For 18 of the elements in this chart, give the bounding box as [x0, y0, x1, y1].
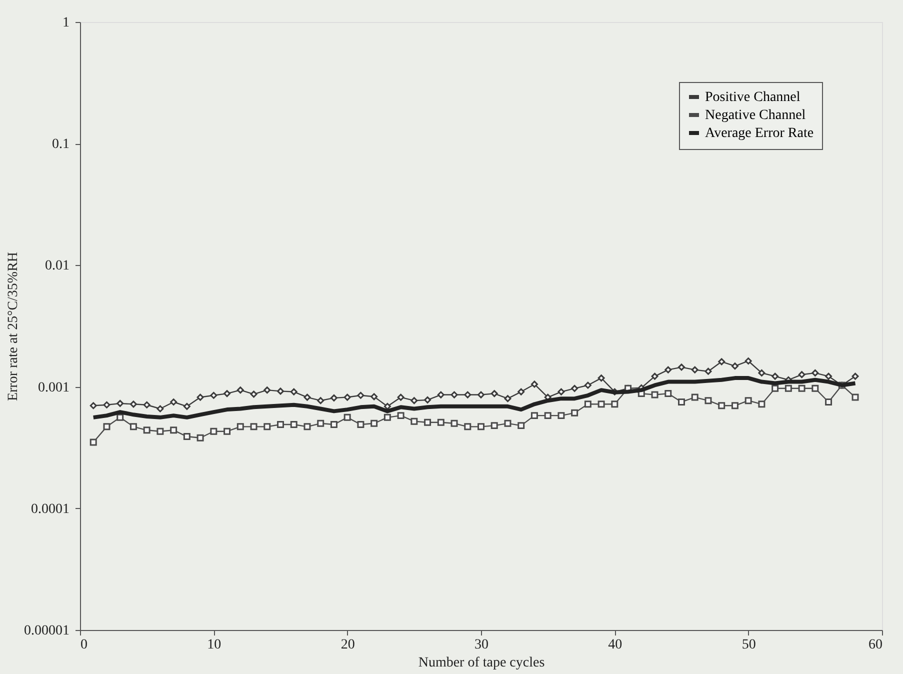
- x-tick-label: 40: [608, 638, 622, 652]
- y-tick-label: 0.001: [38, 380, 70, 396]
- x-tick-label: 0: [80, 638, 88, 652]
- y-tick-label: 0.01: [45, 258, 70, 274]
- x-tick-label: 50: [742, 638, 756, 652]
- x-tick-label: 30: [474, 638, 488, 652]
- legend-label: Positive Channel: [705, 90, 800, 105]
- x-tick-label: 10: [207, 638, 222, 652]
- legend-label: Negative Channel: [705, 108, 806, 123]
- legend-label: Average Error Rate: [705, 126, 814, 141]
- x-axis-title: Number of tape cycles: [418, 656, 545, 670]
- x-tick-label: 60: [868, 638, 882, 652]
- x-tick-label: 20: [340, 638, 355, 652]
- y-tick-label: 0.1: [52, 137, 70, 152]
- y-tick-label: 1: [62, 16, 70, 30]
- y-tick-label: 0.0001: [31, 502, 70, 517]
- y-axis-title: Error rate at 25°C/35%RH: [6, 252, 21, 402]
- y-tick-label: 0.00001: [24, 624, 70, 638]
